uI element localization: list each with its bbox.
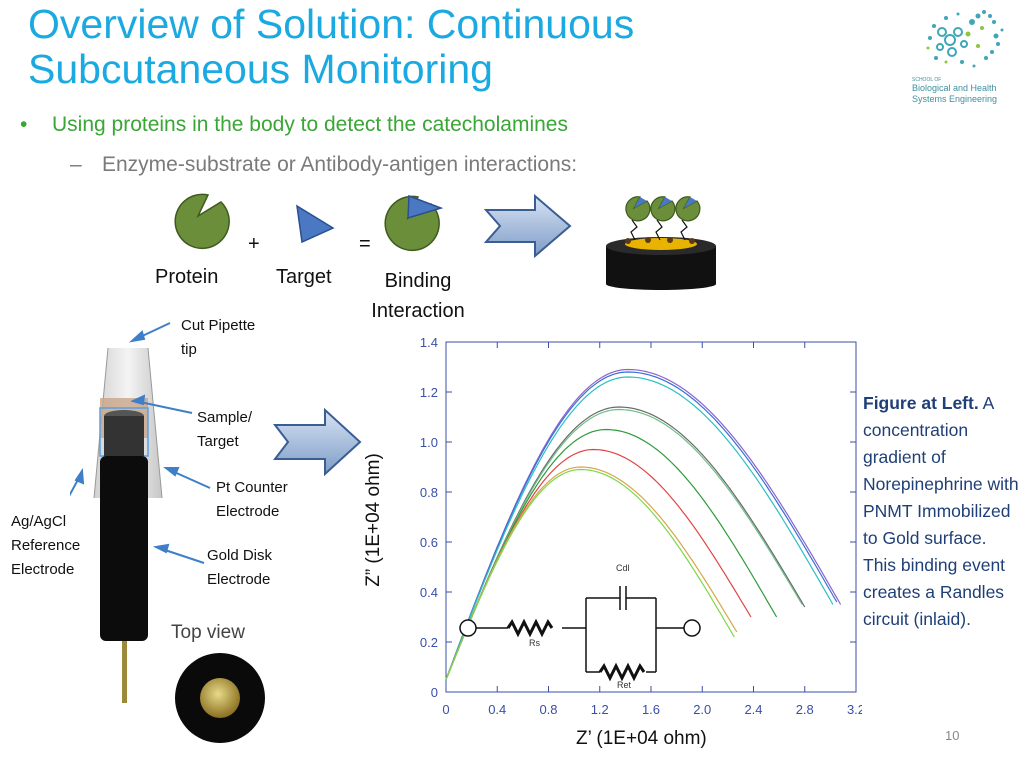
electrode-body-icon bbox=[100, 456, 148, 641]
chart-y-axis-title: Z” (1E+04 ohm) bbox=[363, 453, 384, 587]
y-tick-label: 1.2 bbox=[420, 385, 438, 400]
dash-marker: – bbox=[70, 153, 82, 176]
title-line-1: Overview of Solution: Continuous bbox=[28, 1, 635, 47]
chart-series-line-3 bbox=[445, 376, 834, 680]
protein-label: Protein bbox=[155, 266, 219, 288]
target-label: Target bbox=[276, 266, 332, 288]
sample-line-2: Target bbox=[197, 433, 239, 450]
logo-line-1: SCHOOL OF bbox=[912, 77, 942, 83]
y-tick-label: 1.0 bbox=[420, 435, 438, 450]
x-tick-label: 1.2 bbox=[591, 702, 609, 717]
caption-bold: Figure at Left. bbox=[863, 393, 979, 413]
gold-disk-line-2: Electrode bbox=[207, 571, 271, 588]
top-view-label: Top view bbox=[171, 622, 245, 643]
sample-target-label: Sample/ Target bbox=[197, 406, 252, 454]
y-tick-label: 0 bbox=[431, 685, 438, 700]
chart-series-line-2 bbox=[445, 371, 838, 680]
electrode-illustration bbox=[70, 322, 362, 743]
gold-disk-line-1: Gold Disk bbox=[207, 547, 273, 564]
binding-interaction-icon bbox=[384, 194, 444, 252]
cut-pipette-line-2: tip bbox=[181, 341, 197, 358]
pt-counter-line-1: Pt Counter bbox=[216, 479, 288, 496]
bullet-level-2: – Enzyme-substrate or Antibody-antigen in… bbox=[70, 153, 577, 177]
ret-label: Ret bbox=[617, 680, 632, 690]
logo-line-2: Biological and Health bbox=[912, 83, 997, 93]
gold-disk-label: Gold Disk Electrode bbox=[207, 544, 272, 592]
plus-sign: + bbox=[248, 233, 260, 255]
binding-label-line-1: Binding bbox=[384, 270, 452, 292]
page-number: 10 bbox=[945, 728, 960, 743]
chart-series-line-9 bbox=[445, 468, 735, 680]
figure-caption: Figure at Left. A concentration gradient… bbox=[863, 390, 1023, 633]
ref-line-1: Ag/AgCl bbox=[11, 513, 67, 530]
pt-counter-label: Pt Counter Electrode bbox=[216, 476, 288, 524]
logo-line-3: Systems Engineering bbox=[912, 94, 998, 104]
x-tick-label: 0.4 bbox=[488, 702, 506, 717]
x-tick-label: 2.8 bbox=[796, 702, 814, 717]
school-logo: SCHOOL OF Biological and Health Systems … bbox=[912, 2, 1022, 104]
cut-pipette-line-1: Cut Pipette bbox=[181, 317, 256, 334]
process-arrow-icon bbox=[483, 193, 572, 259]
pt-counter-line-2: Electrode bbox=[216, 503, 280, 520]
y-tick-label: 0.4 bbox=[420, 585, 438, 600]
impedance-chart: 0 0.4 0.8 1.2 1.6 2.0 2.4 2.8 3.2 0 0.2 0.4 0.6 0.8 1.… bbox=[420, 335, 862, 717]
ref-line-3: Electrode bbox=[11, 561, 75, 578]
bullet-marker: • bbox=[20, 113, 28, 136]
bullet-1-text: Using proteins in the body to detect the… bbox=[52, 113, 568, 136]
x-tick-label: 2.4 bbox=[744, 702, 762, 717]
x-tick-label: 1.6 bbox=[642, 702, 660, 717]
title-line-2: Subcutaneous Monitoring bbox=[28, 46, 493, 92]
gold-wire-icon bbox=[122, 641, 127, 703]
chart-series-line-1 bbox=[445, 368, 842, 680]
bullet-level-1: • Using proteins in the body to detect th… bbox=[20, 113, 568, 137]
chart-series-group bbox=[445, 368, 842, 680]
protein-shape-icon bbox=[174, 193, 230, 250]
sensor-platform-icon bbox=[606, 196, 716, 290]
x-tick-label: 3.2 bbox=[847, 702, 862, 717]
bullet-2-text: Enzyme-substrate or Antibody-antigen int… bbox=[102, 153, 578, 176]
reference-electrode-label: Ag/AgCl Reference Electrode bbox=[11, 510, 80, 582]
cdl-label: Cdl bbox=[616, 563, 630, 573]
equals-sign: = bbox=[359, 233, 371, 255]
binding-label-line-2: Interaction bbox=[371, 300, 465, 322]
electrode-process-arrow-icon bbox=[272, 407, 362, 477]
sample-line-1: Sample/ bbox=[197, 409, 253, 426]
rs-label: Rs bbox=[529, 638, 540, 648]
binding-interaction-label: Binding Interaction bbox=[358, 266, 478, 326]
target-shape-icon bbox=[296, 204, 335, 244]
x-tick-label: 0 bbox=[442, 702, 449, 717]
binding-diagram bbox=[174, 193, 716, 290]
logo-dots-icon bbox=[926, 10, 1004, 68]
chart-x-axis-title: Z’ (1E+04 ohm) bbox=[576, 728, 707, 749]
x-tick-label: 0.8 bbox=[539, 702, 557, 717]
slide-title: Overview of Solution: Continuous Subcuta… bbox=[28, 2, 848, 92]
y-tick-label: 0.6 bbox=[420, 535, 438, 550]
y-tick-label: 0.2 bbox=[420, 635, 438, 650]
ref-line-2: Reference bbox=[11, 537, 81, 554]
y-tick-label: 1.4 bbox=[420, 335, 438, 350]
chart-frame bbox=[445, 341, 857, 693]
randles-circuit-icon bbox=[459, 586, 701, 682]
y-tick-label: 0.8 bbox=[420, 485, 438, 500]
chart-ticks-group: 0 0.4 0.8 1.2 1.6 2.0 2.4 2.8 3.2 0 0.2 0.4 0.6 0.8 1.… bbox=[420, 335, 862, 717]
chart-plot-border bbox=[445, 341, 857, 693]
cut-pipette-label: Cut Pipette tip bbox=[181, 314, 255, 362]
x-tick-label: 2.0 bbox=[693, 702, 711, 717]
caption-text: A concentration gradient of Norepinephri… bbox=[863, 393, 1019, 629]
